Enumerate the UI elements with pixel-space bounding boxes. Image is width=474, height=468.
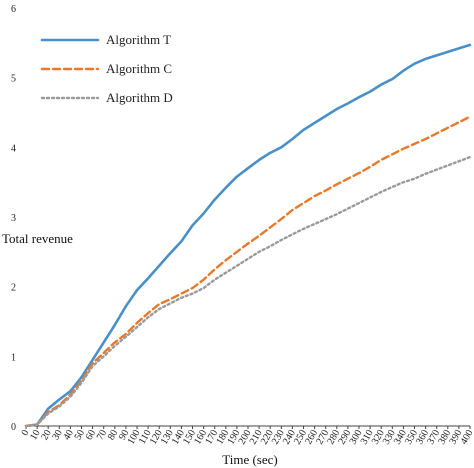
x-tick-label: 400 (459, 428, 474, 446)
x-axis-ticks: 0102030405060708090100110120130140150160… (20, 426, 474, 446)
x-tick-label: 60 (84, 428, 99, 442)
y-tick-label: 2 (11, 283, 16, 294)
legend-label: Algorithm C (106, 61, 172, 76)
x-tick-label: 30 (50, 428, 65, 442)
legend-label: Algorithm T (106, 32, 171, 47)
x-tick-label: 40 (61, 428, 76, 442)
y-tick-label: 0 (11, 422, 16, 433)
y-tick-label: 6 (11, 4, 16, 15)
x-axis-label: Time (sec) (222, 452, 278, 467)
legend: Algorithm T Algorithm C Algorithm D (40, 32, 173, 105)
x-tick-label: 50 (73, 428, 88, 442)
x-tick-label: 90 (117, 428, 132, 442)
x-tick-label: 70 (95, 428, 110, 442)
y-axis-ticks: 0 1 2 3 4 5 6 (11, 4, 16, 433)
y-tick-label: 3 (11, 213, 16, 224)
x-tick-label: 80 (106, 428, 121, 442)
series-lines (24, 43, 472, 428)
series-line-2 (24, 115, 472, 428)
series-line-3 (24, 155, 472, 428)
series-line-1 (24, 43, 472, 428)
x-tick-label: 0 (20, 428, 32, 438)
y-axis-label: Total revenue (2, 231, 73, 246)
x-tick-label: 20 (39, 428, 54, 442)
legend-label: Algorithm D (106, 90, 173, 105)
y-tick-label: 4 (11, 143, 16, 154)
y-tick-label: 1 (11, 352, 16, 363)
y-tick-label: 5 (11, 74, 16, 85)
x-tick-label: 10 (28, 428, 43, 442)
